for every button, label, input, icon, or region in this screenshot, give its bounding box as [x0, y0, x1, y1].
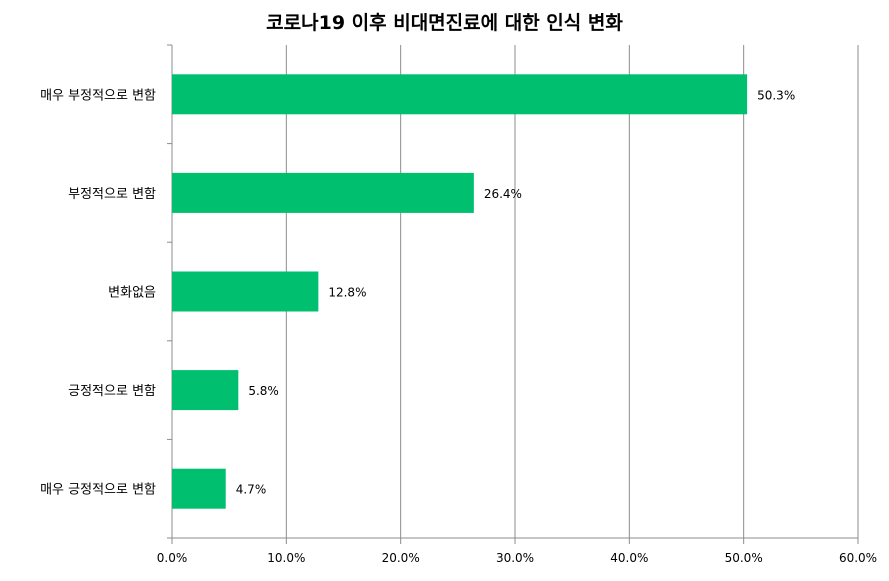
data-label: 26.4%: [484, 187, 522, 201]
x-tick-label: 40.0%: [610, 551, 648, 565]
bar: [172, 370, 239, 411]
bar: [172, 271, 319, 312]
data-label: 5.8%: [248, 384, 279, 398]
bar: [172, 74, 748, 115]
x-tick-label: 10.0%: [267, 551, 305, 565]
category-label: 긍정적으로 변함: [68, 384, 156, 399]
category-label: 부정적으로 변함: [68, 187, 156, 202]
category-label: 매우 긍정적으로 변함: [40, 483, 156, 498]
data-label: 12.8%: [328, 286, 366, 300]
x-tick-label: 50.0%: [725, 551, 763, 565]
chart-title: 코로나19 이후 비대면진료에 대한 인식 변화: [266, 12, 623, 34]
bar: [172, 172, 474, 213]
x-tick-label: 20.0%: [382, 551, 420, 565]
data-label: 50.3%: [757, 88, 795, 102]
bar: [172, 468, 226, 509]
data-label: 4.7%: [236, 483, 267, 497]
x-tick-label: 60.0%: [839, 551, 877, 565]
category-label: 변화없음: [108, 286, 156, 301]
x-tick-label: 0.0%: [157, 551, 188, 565]
x-tick-label: 30.0%: [496, 551, 534, 565]
category-label: 매우 부정적으로 변함: [40, 88, 156, 103]
